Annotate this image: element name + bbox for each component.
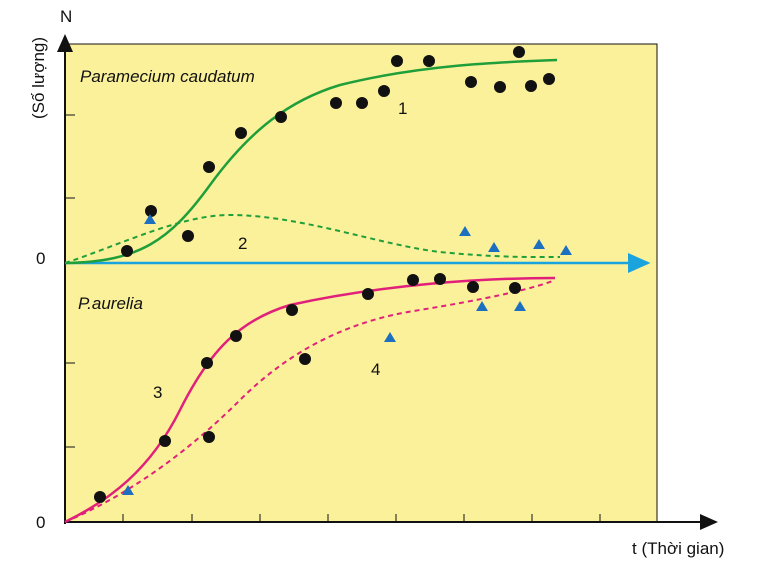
origin-lower: 0 [36, 513, 45, 532]
curve-3 [64, 276, 556, 524]
origin-upper: 0 [36, 249, 45, 268]
triangles [122, 214, 572, 495]
curve-2 [64, 213, 561, 264]
x-label: t (Thời gian) [632, 539, 724, 558]
curve-4 [64, 279, 556, 523]
ticks [65, 114, 601, 522]
y-label: N [60, 7, 72, 26]
species-upper: Paramecium caudatum [80, 67, 255, 86]
curve-label: 2 [238, 234, 247, 253]
dots [94, 46, 555, 503]
y-sublabel: (Số lượng) [29, 37, 48, 119]
curve-label: 3 [153, 383, 162, 402]
species-lower: P.aurelia [78, 294, 143, 313]
curve-label: 4 [371, 360, 380, 379]
curve-label: 1 [398, 99, 407, 118]
